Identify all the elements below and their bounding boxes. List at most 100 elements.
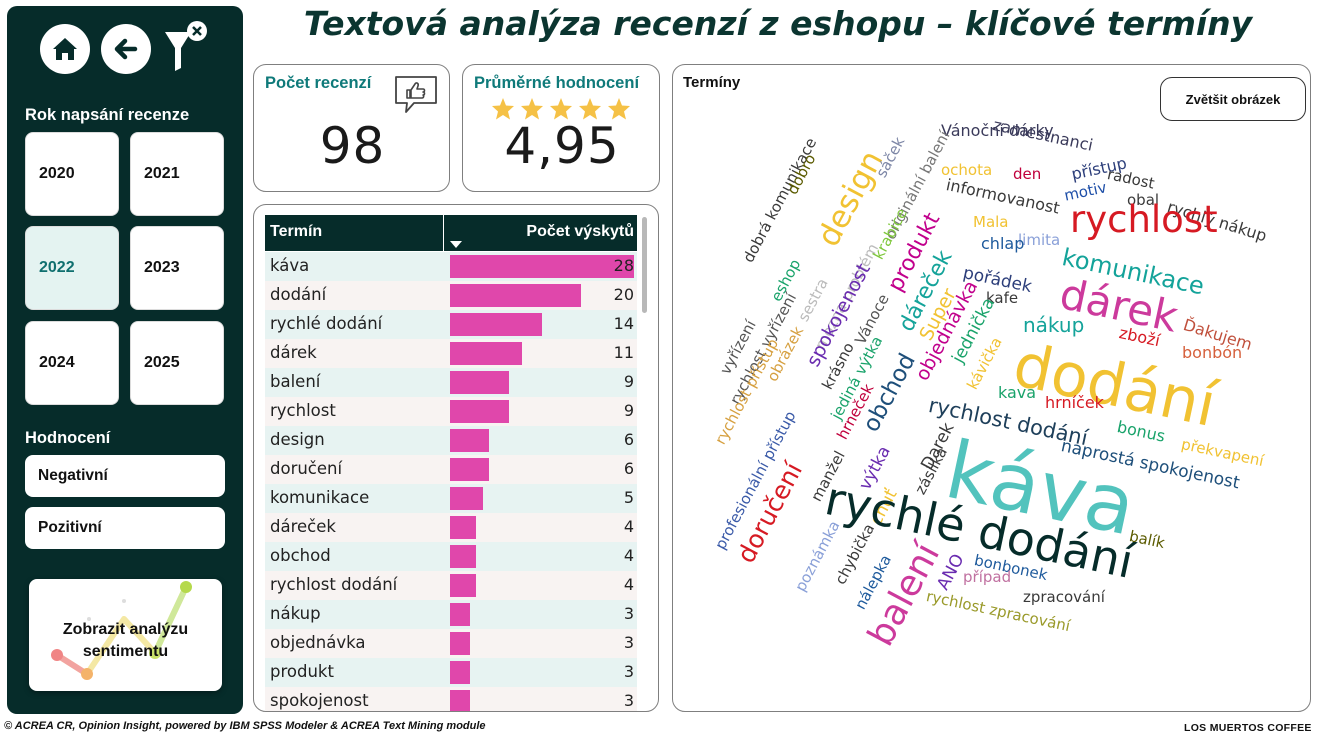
table-row[interactable]: rychlé dodání 14 [265, 310, 637, 339]
row-term: balení [270, 372, 321, 391]
star-icon [608, 98, 630, 120]
sentiment-chart-icon [51, 581, 192, 680]
row-term: káva [270, 256, 310, 275]
row-term: dárek [270, 343, 317, 362]
row-term: dáreček [270, 517, 336, 536]
row-term: rychlost [270, 401, 336, 420]
rating-section-title: Hodnocení [25, 429, 111, 447]
year-button-2022[interactable]: 2022 [25, 226, 119, 310]
footer-copyright: © ACREA CR, Opinion Insight, powered by … [4, 720, 486, 732]
rating-stars [491, 97, 633, 121]
star-icon [550, 98, 572, 120]
row-count-bar [450, 661, 470, 684]
row-count: 9 [623, 401, 634, 420]
row-count-bar [450, 603, 470, 626]
column-header-count-label: Počet výskytů [526, 223, 634, 240]
table-row[interactable]: komunikace 5 [265, 484, 637, 513]
cloud-word: rychlost [1070, 198, 1218, 241]
year-button-2023[interactable]: 2023 [130, 226, 224, 310]
table-row[interactable]: design 6 [265, 426, 637, 455]
row-count-bar [450, 574, 477, 597]
row-count-bar [450, 255, 634, 278]
cloud-word: radost [1105, 165, 1157, 193]
row-count: 5 [623, 488, 634, 507]
table-row[interactable]: obchod 4 [265, 542, 637, 571]
page-title: Textová analýza recenzí z eshopu – klíčo… [303, 4, 1253, 43]
row-term: komunikace [270, 488, 370, 507]
row-count-bar [450, 545, 477, 568]
table-row[interactable]: balení 9 [265, 368, 637, 397]
cloud-word: bonbón [1182, 343, 1243, 362]
table-row[interactable]: dárek 11 [265, 339, 637, 368]
row-term: obchod [270, 546, 331, 565]
row-term: rychlé dodání [270, 314, 383, 333]
rating-button-positive[interactable]: Pozitivní [25, 507, 225, 549]
table-scrollbar[interactable] [642, 217, 647, 313]
cloud-word: Vánoční dárky [941, 121, 1054, 140]
row-term: rychlost dodání [270, 575, 398, 594]
table-row[interactable]: produkt 3 [265, 658, 637, 687]
reviews-count-value: 98 [319, 117, 386, 175]
table-row[interactable]: rychlost dodání 4 [265, 571, 637, 600]
column-header-term[interactable]: Termín [265, 215, 443, 251]
cloud-word: dobro [783, 150, 820, 198]
average-rating-card: Průměrné hodnocení 4,95 [462, 64, 660, 192]
row-count-bar [450, 632, 470, 655]
table-row[interactable]: nákup 3 [265, 600, 637, 629]
table-row[interactable]: spokojenost 3 [265, 687, 637, 711]
sentiment-analysis-button[interactable]: Zobrazit analýzu sentimentu [29, 579, 222, 691]
row-count-bar [450, 371, 510, 394]
row-count: 6 [623, 459, 634, 478]
rating-button-negative[interactable]: Negativní [25, 455, 225, 497]
cloud-word: den [1013, 165, 1042, 183]
table-row[interactable]: rychlost 9 [265, 397, 637, 426]
cloud-word: zpracování [1023, 588, 1105, 606]
row-term: design [270, 430, 325, 449]
year-button-2020[interactable]: 2020 [25, 132, 119, 216]
row-count: 11 [613, 343, 634, 362]
home-icon [53, 38, 77, 60]
row-count: 3 [623, 604, 634, 623]
row-count-bar [450, 313, 542, 336]
row-count-bar [450, 429, 490, 452]
table-row[interactable]: dáreček 4 [265, 513, 637, 542]
back-arrow-icon [114, 38, 138, 60]
row-count: 4 [623, 517, 634, 536]
cloud-word: poznámka [791, 517, 844, 595]
row-count-bar [450, 487, 483, 510]
word-cloud: dobrá komunikace dobro design sáček Vánoční … [673, 65, 1310, 711]
year-button-2021[interactable]: 2021 [130, 132, 224, 216]
back-button[interactable] [101, 24, 151, 74]
table-row[interactable]: objednávka 3 [265, 629, 637, 658]
year-button-2025[interactable]: 2025 [130, 321, 224, 405]
star-icon [521, 98, 543, 120]
row-count: 6 [623, 430, 634, 449]
cloud-word: sáček [872, 133, 909, 181]
year-button-2024[interactable]: 2024 [25, 321, 119, 405]
cloud-word: hrníček [1045, 393, 1104, 412]
reviews-count-label: Počet recenzí [265, 74, 372, 92]
column-header-count[interactable]: Počet výskytů [444, 215, 637, 251]
cloud-word: limita [1018, 231, 1061, 249]
table-row[interactable]: doručení 6 [265, 455, 637, 484]
row-term: produkt [270, 662, 334, 681]
row-count: 14 [613, 314, 634, 333]
star-icon [579, 98, 601, 120]
terms-table-card: Termín Počet výskytů káva 28 dodání 20 rychl… [253, 204, 659, 712]
cloud-word: chlap [981, 234, 1025, 253]
word-cloud-title: Termíny [683, 74, 741, 91]
row-term: doručení [270, 459, 343, 478]
enlarge-image-button[interactable]: Zvětšit obrázek [1160, 77, 1306, 121]
table-row[interactable]: dodání 20 [265, 281, 637, 310]
average-rating-value: 4,95 [504, 117, 620, 175]
average-rating-label: Průměrné hodnocení [474, 74, 640, 92]
cloud-word: informovanost [944, 175, 1062, 218]
sort-desc-icon [450, 241, 462, 248]
year-section-title: Rok napsání recenze [25, 106, 190, 124]
clear-filter-button[interactable] [159, 18, 215, 78]
cloud-word: ochota [941, 161, 993, 179]
sentiment-button-label: Zobrazit analýzu sentimentu [62, 621, 189, 660]
row-term: nákup [270, 604, 321, 623]
table-row[interactable]: káva 28 [265, 252, 637, 281]
home-button[interactable] [40, 24, 90, 74]
